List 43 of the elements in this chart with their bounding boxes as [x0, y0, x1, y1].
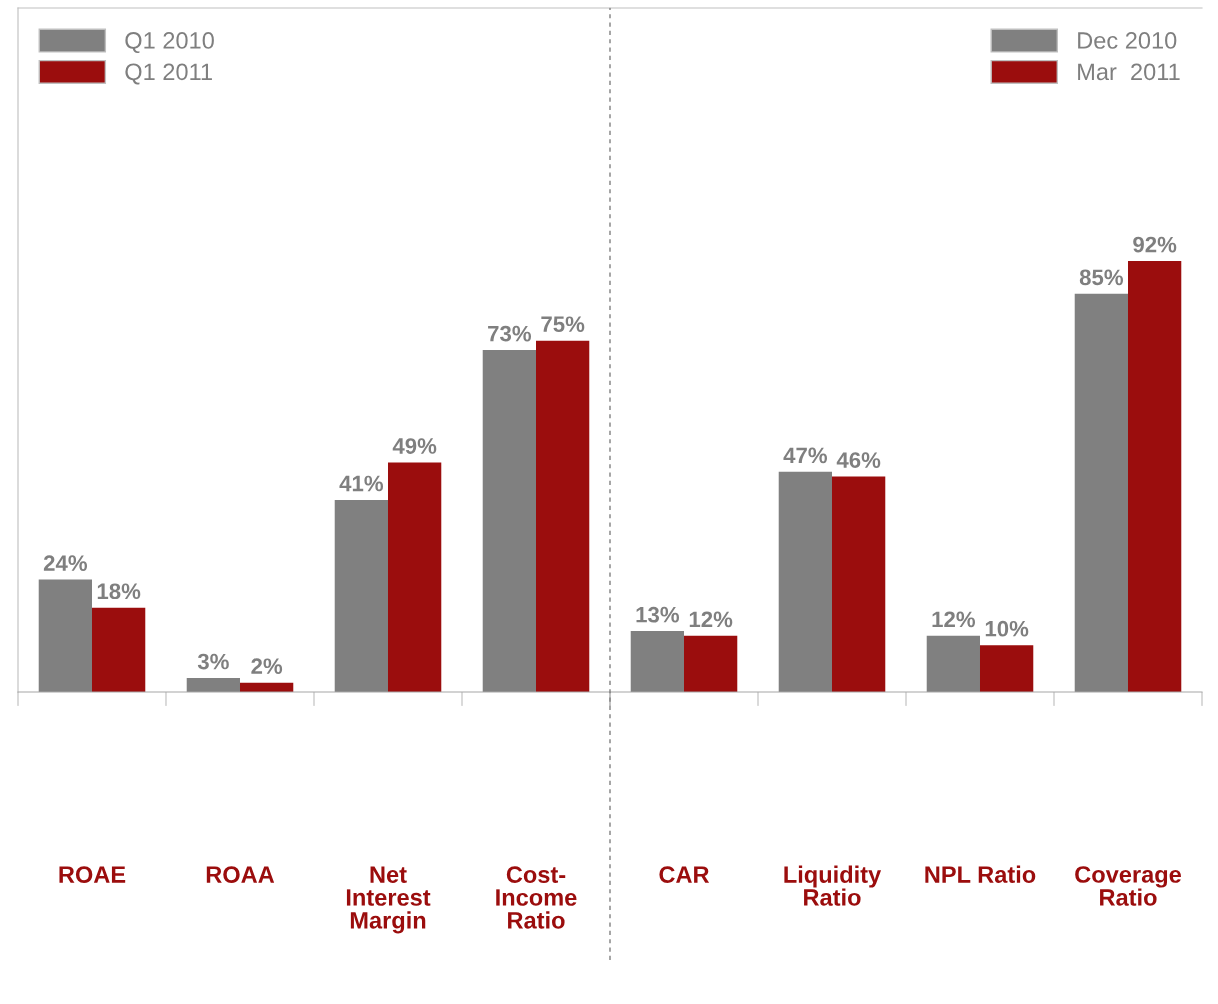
bar: [38, 579, 92, 692]
data-label: 24%: [43, 555, 88, 571]
bar: [92, 607, 146, 692]
x-tick-label: NPL Ratio: [925, 865, 1036, 883]
data-label: 41%: [339, 475, 384, 492]
data-label: 2%: [251, 658, 283, 675]
data-label: 3%: [197, 653, 229, 670]
data-label: 47%: [783, 447, 828, 464]
x-tick-label: CAR: [659, 866, 710, 883]
x-tick-label: Coverage Ratio: [1075, 866, 1181, 906]
x-tick-label: Cost- Income Ratio: [496, 866, 577, 929]
data-label: 49%: [392, 438, 437, 454]
bar: [778, 471, 832, 692]
bar: [536, 340, 590, 692]
bar: [926, 635, 980, 692]
x-tick-label: ROAE: [59, 866, 126, 883]
bar: [832, 476, 886, 692]
x-tick-label: Liquidity Ratio: [784, 865, 882, 906]
data-label: 73%: [488, 325, 532, 342]
data-label: 46%: [836, 452, 881, 468]
data-label: 75%: [541, 316, 585, 333]
bar: [980, 645, 1034, 692]
data-label: 13%: [636, 606, 680, 623]
data-label: 12%: [932, 611, 976, 628]
bar: [684, 635, 738, 692]
legend-label: Q1 2010: [125, 32, 214, 54]
bar: [186, 677, 240, 692]
bar: [1074, 293, 1128, 692]
legend-label: Q1 2011: [125, 63, 212, 85]
x-tick-label: Net Interest Margin: [346, 866, 431, 934]
bar: [630, 631, 684, 692]
bar: [1128, 260, 1182, 692]
data-label: 10%: [985, 620, 1029, 637]
data-label: 18%: [97, 583, 141, 600]
data-label: 12%: [689, 611, 733, 628]
legend-label: Dec 2010: [1078, 32, 1177, 49]
x-tick-label: ROAA: [206, 866, 275, 883]
data-label: 85%: [1079, 269, 1124, 286]
bar: [482, 350, 536, 692]
bar: [334, 499, 388, 692]
legend-label: Mar 2011: [1078, 63, 1180, 81]
data-label: 92%: [1133, 236, 1177, 253]
bar: [388, 462, 442, 692]
